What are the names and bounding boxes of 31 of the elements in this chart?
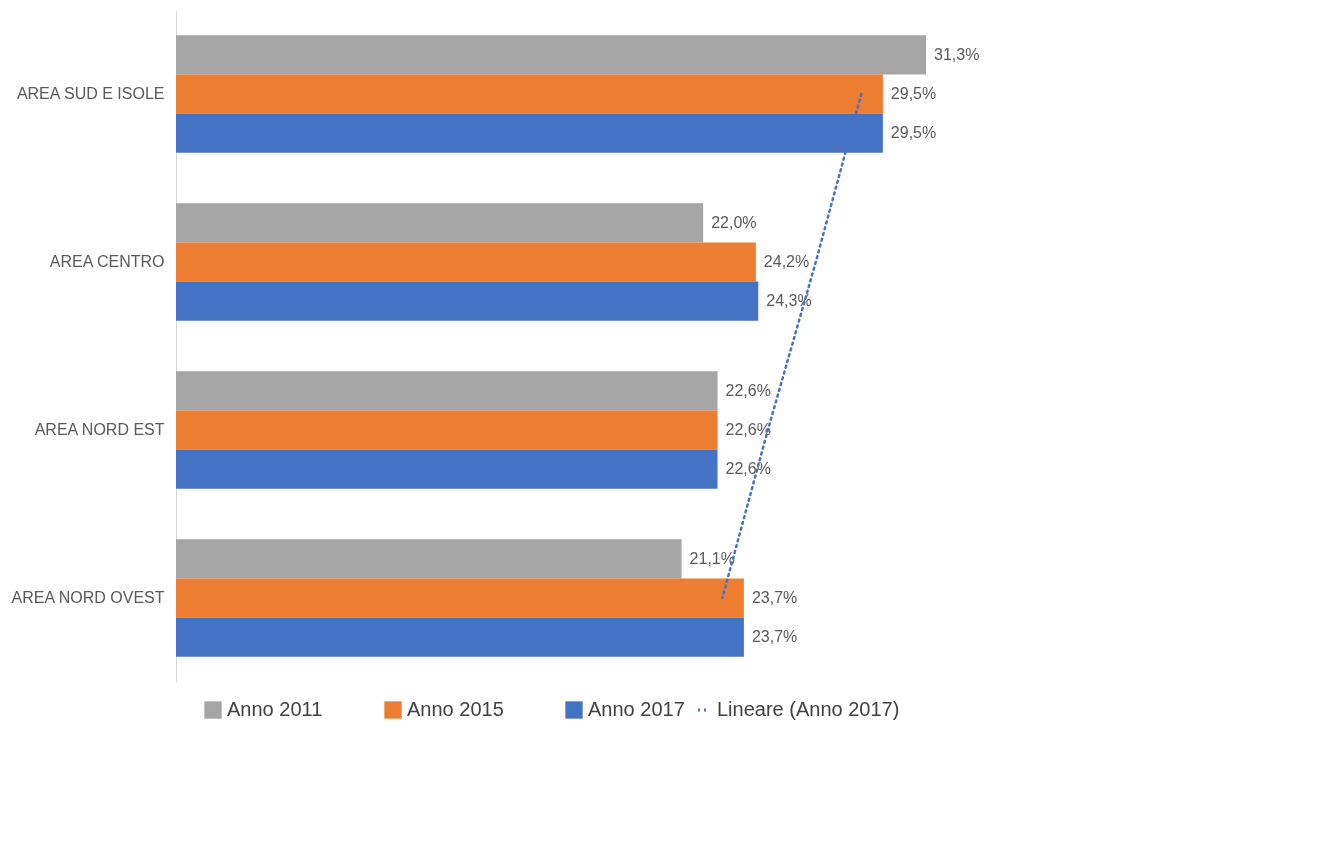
bar: [176, 203, 704, 243]
bar: [176, 371, 718, 411]
y-tick-label: AREA NORD OVEST: [11, 589, 165, 606]
bar: [176, 74, 883, 114]
data-label: 22,0%: [711, 213, 757, 231]
data-label: 31,3%: [934, 45, 980, 63]
data-label: 23,7%: [751, 589, 798, 606]
data-label: 21,1%: [689, 549, 735, 567]
data-label: 24,2%: [763, 253, 810, 270]
data-label: 22,6%: [725, 460, 771, 478]
y-tick-label: AREA CENTRO: [49, 253, 165, 270]
bar: [176, 578, 744, 618]
bar: [176, 617, 744, 657]
legend-label: Anno 2011: [227, 698, 323, 720]
data-label: 22,6%: [725, 421, 771, 438]
y-tick-label: AREA NORD EST: [34, 421, 165, 438]
legend-label: Anno 2015: [407, 698, 504, 720]
bar: [176, 281, 759, 321]
data-label: 29,5%: [890, 124, 937, 142]
bar: [176, 449, 718, 489]
data-label: 22,6%: [725, 381, 771, 399]
data-label: 29,5%: [890, 85, 937, 102]
data-label: 23,7%: [751, 628, 798, 646]
legend-label: Lineare (Anno 2017): [717, 698, 900, 720]
legend-label: Anno 2017: [588, 698, 685, 720]
bar: [176, 242, 756, 282]
data-label: 24,3%: [766, 292, 812, 310]
bar: [176, 539, 682, 579]
bar: [176, 35, 926, 75]
bar: [176, 410, 718, 450]
y-tick-label: AREA SUD E ISOLE: [16, 85, 165, 102]
